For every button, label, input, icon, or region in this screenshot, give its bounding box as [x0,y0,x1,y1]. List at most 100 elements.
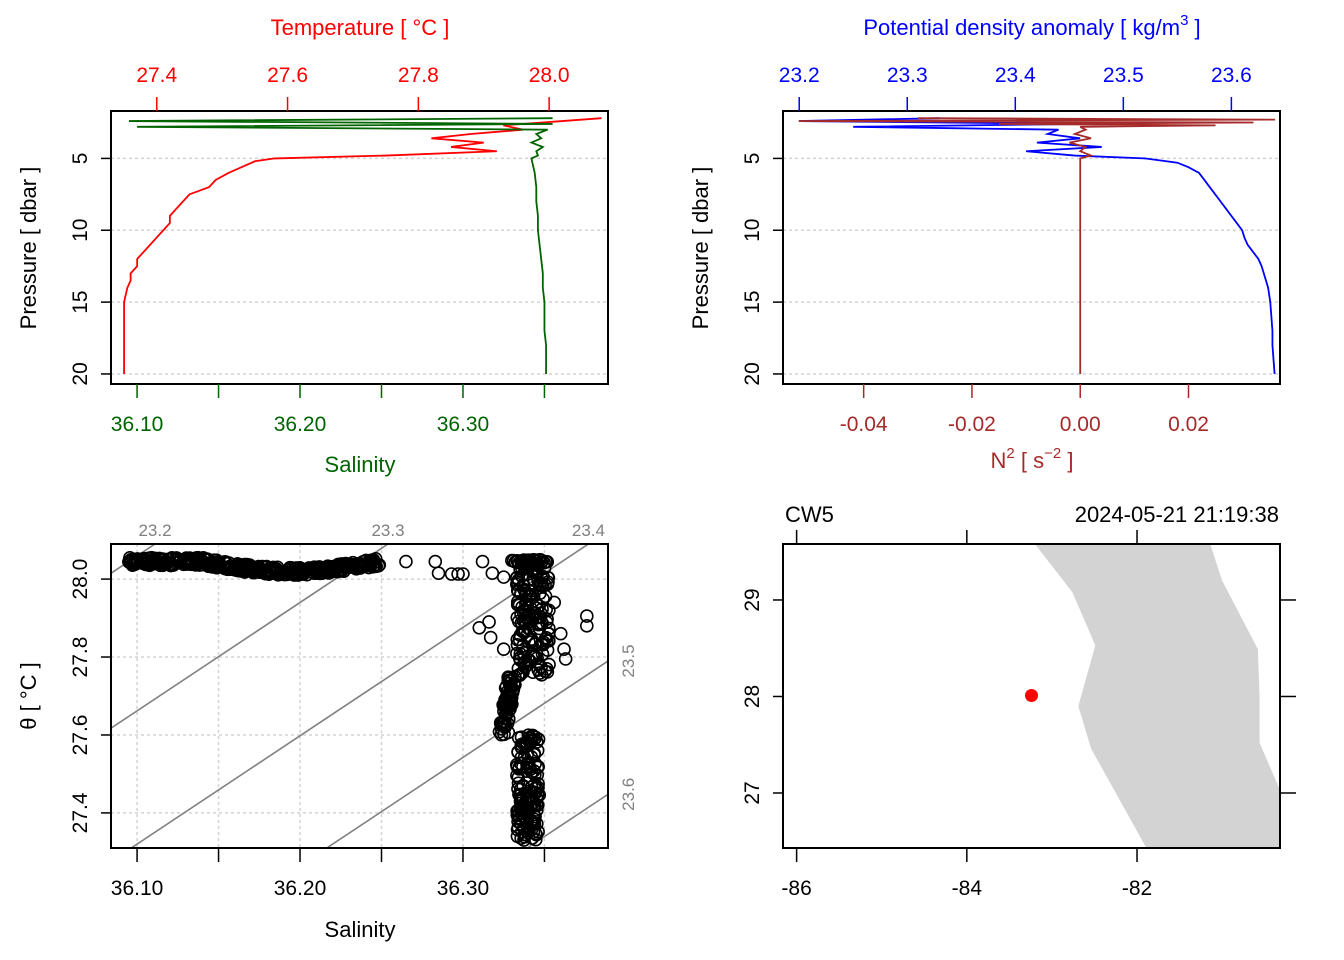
p3-point [284,561,299,575]
p3-point [502,676,517,691]
p3-point [505,672,519,687]
p3-point [431,566,446,581]
p3-point [497,704,511,719]
p1-temperature-line [123,117,602,374]
p3-point [519,786,534,801]
p1-pressure-axis-title: Pressure [ dbar ] [16,167,41,330]
p4-timestamp: 2024-05-21 21:19:38 [1075,502,1279,527]
p2-grid [783,157,1280,375]
p4-lon-tick-label: -84 [952,877,983,900]
p2-pressure-tick-label: 15 [741,290,764,313]
p2-n2-tick-label: 0.02 [1168,413,1209,436]
p3-point [342,557,357,572]
p1-salinity-line [128,117,553,374]
p2-density-title-sup: 3 [1180,12,1188,29]
p3-point [137,551,151,566]
p3-point [518,827,533,842]
p1-temperature-tick-label: 27.6 [267,64,308,87]
p3-point [553,626,568,641]
p3-isopycnals [111,544,608,848]
p4-lat-tick-label: 29 [741,588,764,611]
p1-salinity-axis: 36.10 36.20 36.30 [111,384,546,436]
p3-salinity-tick-label: 36.20 [274,877,327,900]
p3-point [520,760,534,775]
p1-pressure-tick-label: 15 [69,290,92,313]
p2-density-axis-title: Potential density anomaly [ kg/m3 ] [863,12,1200,40]
p2-density-tick-label: 23.4 [995,64,1036,87]
p3-point [531,573,545,588]
p3-point [511,573,526,587]
p3-point [147,551,162,566]
p2-pressure-tick-label: 5 [741,153,764,165]
p3-point [485,566,500,581]
p1-salinity-tick-label: 36.20 [274,413,327,436]
panel-ts-diagram: 36.10 36.20 36.30 27.427.627.828.0 23.2 23.… [16,521,638,942]
p3-salinity-axis-title: Salinity [325,917,396,942]
p2-density-tick-label: 23.5 [1103,64,1144,87]
p3-point [511,745,525,759]
panel-temperature-salinity-profile: 27.4 27.6 27.8 28.0 36.10 36.20 36.30 5 10 15 20… [16,15,609,477]
p1-pressure-tick-label: 5 [69,153,92,165]
p2-density-title-end: ] [1188,15,1200,40]
p3-point [187,551,202,566]
p3-point [368,551,383,566]
p3-point [557,642,571,657]
p3-point [496,642,511,657]
p3-theta-tick-label: 28.0 [69,559,92,600]
p1-salinity-tick-label: 36.10 [111,413,164,436]
p3-point [542,657,556,672]
p1-salinity-axis-title: Salinity [325,452,396,477]
p3-salinity-axis: 36.10 36.20 36.30 [111,848,546,900]
p2-pressure-axis: 5 10 15 20 [741,153,783,386]
p3-point [522,635,536,649]
p1-temperature-axis-title: Temperature [ °C ] [271,15,450,40]
p3-point [511,770,526,785]
p3-point [259,563,274,578]
p2-plot-box [782,110,1281,385]
p1-pressure-tick-label: 20 [69,362,92,385]
panel-density-n2-profile: 23.2 23.3 23.4 23.5 23.6 -0.04 -0.02 0.00 0.02 … [688,12,1281,473]
p3-point [539,554,553,569]
p3-point [451,567,465,581]
p3-point [538,589,553,604]
p3-point [521,652,535,667]
p3-point [509,570,524,585]
p3-point [511,661,526,676]
p2-series [798,117,1276,375]
p3-point [504,691,519,705]
p3-plot-box [110,543,609,849]
p3-point [519,659,533,673]
p3-point [526,729,541,744]
p3-isopycnal-line [111,544,389,730]
p3-point [123,554,138,568]
p4-station [1025,689,1038,703]
p3-theta-axis-title: θ [ °C ] [16,662,41,729]
p3-salinity-tick-label: 36.10 [111,877,164,900]
p3-point [524,632,539,646]
p2-n2-tick-label: -0.02 [948,413,996,436]
p3-isopycnal-label: 23.4 [572,521,605,540]
p3-point [181,551,196,566]
p1-plot-box [110,110,609,385]
p3-points [122,550,594,847]
p3-point [520,792,535,806]
p4-lon-tick-label: -86 [781,877,811,900]
p3-point [542,621,556,636]
p3-point [513,668,527,683]
p3-point [483,630,498,645]
p2-density-tick-label: 23.3 [887,64,928,87]
p1-temperature-tick-label: 28.0 [529,64,570,87]
p3-point [539,602,553,617]
p1-grid [111,157,608,375]
p2-n2-line [798,117,1276,374]
p1-pressure-axis: 5 10 15 20 [69,153,111,386]
p4-lon-tick-label: -82 [1122,877,1152,900]
p3-point [528,553,542,567]
p3-point [527,747,542,762]
p3-point [531,759,545,774]
p2-n2-tick-label: -0.04 [840,413,888,436]
p4-lat-tick-label: 27 [741,781,764,804]
p3-point [456,567,470,581]
p3-point [530,651,544,666]
p2-pressure-tick-label: 10 [741,219,764,242]
